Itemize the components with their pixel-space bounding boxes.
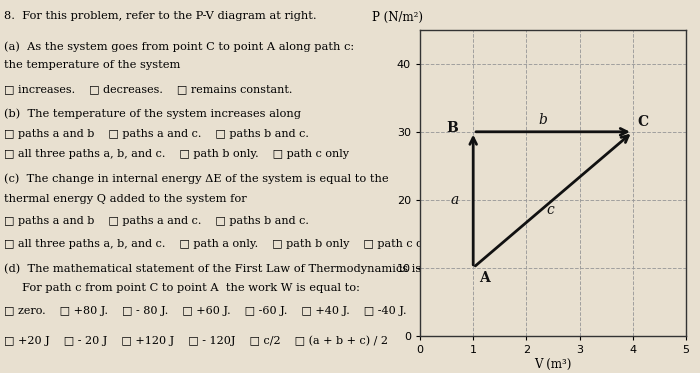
Text: □ increases.    □ decreases.    □ remains constant.: □ increases. □ decreases. □ remains cons… (4, 84, 293, 94)
Text: (c)  The change in internal energy ΔE of the system is equal to the: (c) The change in internal energy ΔE of … (4, 173, 388, 184)
Text: P (N/m²): P (N/m²) (372, 11, 423, 24)
Text: □ all three paths a, b, and c.    □ path b only.    □ path c only: □ all three paths a, b, and c. □ path b … (4, 149, 349, 159)
Text: □ +20 J    □ - 20 J    □ +120 J    □ - 120J    □ c/2    □ (a + b + c) / 2: □ +20 J □ - 20 J □ +120 J □ - 120J □ c/2… (4, 336, 388, 346)
Text: (a)  As the system goes from point C to point A along path c:: (a) As the system goes from point C to p… (4, 41, 354, 51)
Text: A: A (480, 271, 490, 285)
Text: □ all three paths a, b, and c.    □ path a only.    □ path b only    □ path c on: □ all three paths a, b, and c. □ path a … (4, 239, 442, 249)
Text: b: b (538, 113, 547, 126)
Text: (d)  The mathematical statement of the First Law of Thermodynamics is: ΔEᵢₙₜ = Q: (d) The mathematical statement of the Fi… (4, 263, 510, 273)
Text: the temperature of the system: the temperature of the system (4, 60, 181, 70)
Text: For path c from point C to point A  the work W is equal to:: For path c from point C to point A the w… (4, 283, 360, 294)
Text: C: C (637, 115, 648, 129)
Text: (b)  The temperature of the system increases along: (b) The temperature of the system increa… (4, 108, 301, 119)
Text: □ paths a and b    □ paths a and c.    □ paths b and c.: □ paths a and b □ paths a and c. □ paths… (4, 216, 309, 226)
Text: thermal energy Q added to the system for: thermal energy Q added to the system for (4, 194, 247, 204)
X-axis label: V (m³): V (m³) (534, 357, 572, 370)
Text: a: a (451, 193, 458, 207)
Text: c: c (547, 203, 554, 217)
Text: B: B (447, 121, 459, 135)
Text: 8.  For this problem, refer to the P-V diagram at right.: 8. For this problem, refer to the P-V di… (4, 11, 316, 21)
Text: □ paths a and b    □ paths a and c.    □ paths b and c.: □ paths a and b □ paths a and c. □ paths… (4, 129, 309, 139)
Text: □ zero.    □ +80 J.    □ - 80 J.    □ +60 J.    □ -60 J.    □ +40 J.    □ -40 J.: □ zero. □ +80 J. □ - 80 J. □ +60 J. □ -6… (4, 306, 407, 316)
